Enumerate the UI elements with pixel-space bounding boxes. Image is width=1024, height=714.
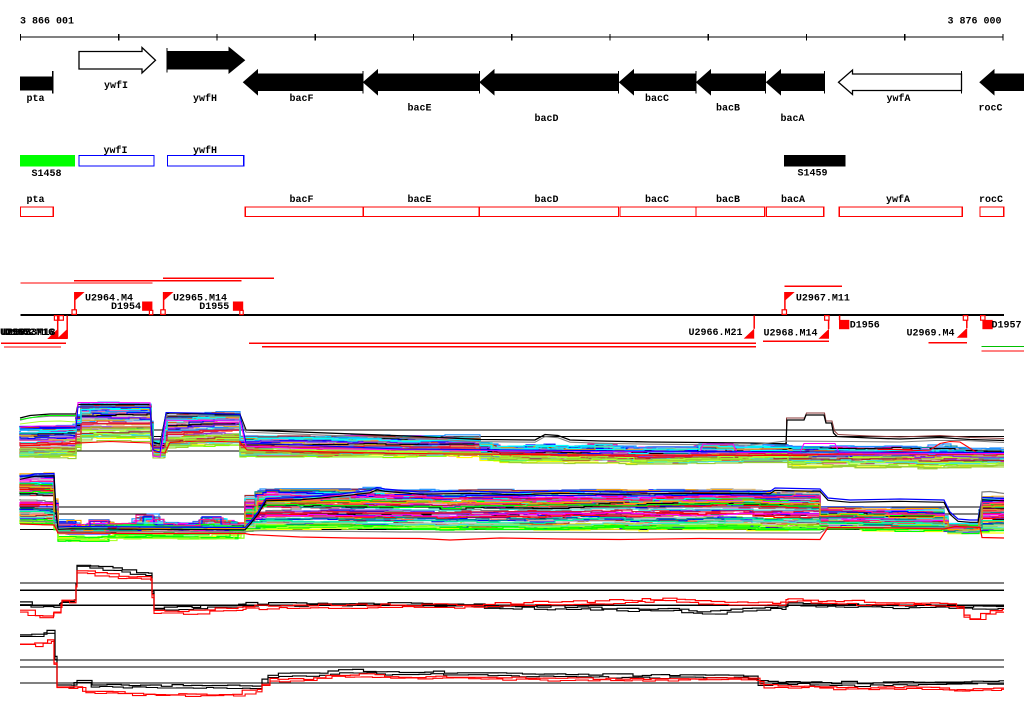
svg-text:bacC: bacC [645,93,669,105]
svg-text:ywfA: ywfA [886,194,910,206]
svg-text:3 876 000: 3 876 000 [948,17,1002,28]
svg-text:D1955: D1955 [199,302,229,313]
svg-text:3 866 001: 3 866 001 [20,17,74,28]
svg-text:U2967.M11: U2967.M11 [796,293,850,304]
svg-text:bacF: bacF [290,194,314,206]
svg-text:bacD: bacD [535,113,559,125]
svg-text:bacC: bacC [645,194,669,206]
svg-text:rocC: rocC [979,104,1003,115]
svg-text:ywfH: ywfH [193,145,217,157]
svg-text:U2966.M21: U2966.M21 [689,328,743,339]
svg-text:U2964.M4: U2964.M4 [85,293,133,304]
svg-text:bacA: bacA [781,194,805,206]
svg-text:U2969.M4: U2969.M4 [907,328,955,339]
svg-text:pta: pta [27,195,45,206]
svg-text:bacA: bacA [781,113,805,125]
svg-text:U2963.M18: U2963.M18 [2,328,56,339]
svg-text:D1957: D1957 [992,321,1022,332]
svg-text:U2968.M14: U2968.M14 [764,328,818,339]
svg-text:rocC: rocC [979,195,1003,206]
svg-text:pta: pta [27,94,45,105]
svg-text:ywfA: ywfA [887,93,911,105]
svg-text:bacE: bacE [408,194,432,206]
svg-text:bacF: bacF [290,93,314,105]
svg-text:bacD: bacD [535,194,559,206]
svg-text:D1954: D1954 [111,302,141,313]
svg-text:U2962.M16: U2962.M16 [0,328,54,339]
svg-text:bacE: bacE [408,103,432,115]
svg-text:bacB: bacB [716,103,740,115]
svg-text:ywfI: ywfI [104,80,128,92]
svg-text:S1459: S1459 [798,169,828,180]
svg-text:ywfI: ywfI [104,145,128,157]
svg-text:bacB: bacB [716,194,740,206]
svg-text:U2965.M14: U2965.M14 [173,293,227,304]
svg-text:S1458: S1458 [32,169,62,180]
svg-text:D1952: D1952 [5,328,35,339]
svg-text:ywfH: ywfH [193,93,217,105]
svg-text:D1953: D1953 [7,328,37,339]
svg-text:D1956: D1956 [850,321,880,332]
